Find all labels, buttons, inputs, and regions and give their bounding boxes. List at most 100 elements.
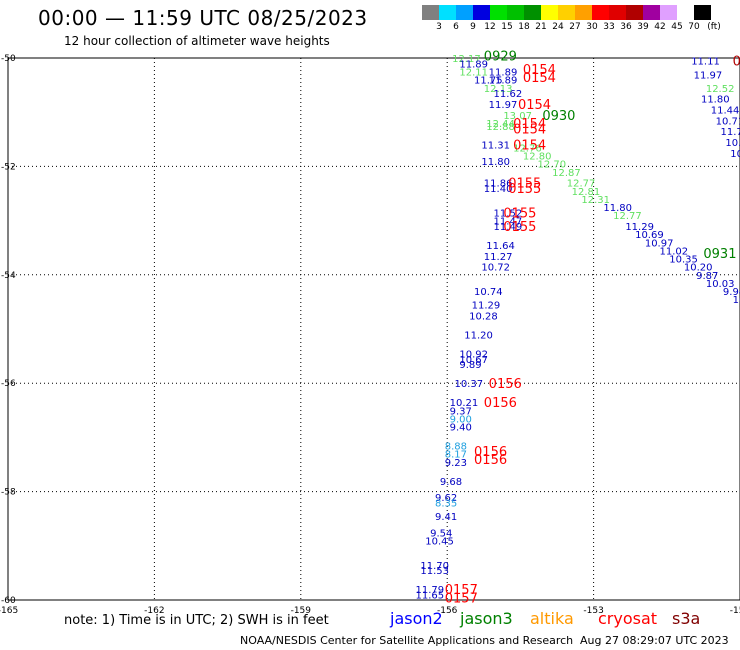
pass-time-label: 0154 (513, 117, 546, 132)
wave-height-label: 9.68 (440, 477, 462, 488)
scale-label: 30 (586, 22, 598, 32)
scale-unit: (ft) (707, 22, 721, 32)
y-tick-label: -54 (1, 271, 16, 281)
wave-height-label: 12.44 (486, 119, 515, 130)
wave-height-label: 11.47 (494, 217, 523, 228)
footer-note: note: 1) Time is in UTC; 2) SWH is in fe… (64, 613, 329, 628)
pass-time-label: 0154 (523, 63, 556, 78)
scale-swatch (660, 5, 677, 20)
pass-time-label: 0155 (503, 206, 536, 221)
wave-height-label: 11.29 (472, 301, 501, 312)
scale-label: 33 (603, 22, 615, 32)
pass-time-label: 0154 (518, 98, 551, 113)
wave-height-label: 9.87 (696, 271, 718, 282)
wave-height-label: 12.76 (513, 143, 542, 154)
y-tick-label: -58 (1, 488, 16, 498)
scale-swatch (626, 5, 643, 20)
wave-height-label: 11.29 (625, 222, 654, 233)
y-tick-label: -52 (1, 162, 16, 172)
pass-time-label: 0156 (489, 377, 522, 392)
scale-swatch (592, 5, 609, 20)
scale-label: 12 (484, 22, 496, 32)
scale-swatch (456, 5, 473, 20)
x-tick-label: -159 (291, 606, 312, 616)
wave-height-label: 11.02 (659, 246, 688, 257)
pass-time-label: 0157 (445, 583, 478, 598)
pass-time-label: 0155 (503, 220, 536, 235)
wave-height-label: 9.54 (430, 528, 452, 539)
pass-time-label: 0930 (542, 109, 575, 124)
wave-height-label: 11.52 (494, 208, 523, 219)
satellite-name: cryosat (598, 609, 658, 628)
wave-height-label: 10.45 (425, 536, 454, 547)
wave-height-label: 9.62 (435, 493, 457, 504)
scale-swatch (643, 5, 660, 20)
wave-height-label: 12.87 (552, 168, 581, 179)
wave-height-label: 11.44 (711, 105, 740, 116)
scale-label: 36 (620, 22, 632, 32)
wave-height-label: 10.20 (684, 263, 713, 274)
scale-label: 9 (470, 22, 476, 32)
pass-time-label: 0156 (474, 445, 507, 460)
wave-height-label: 12.70 (537, 160, 566, 171)
pass-time-label: 0156 (474, 453, 507, 468)
wave-height-label: 10.35 (669, 255, 698, 266)
pass-time-label: 0154 (513, 122, 546, 137)
generated-timestamp: Aug 27 08:29:07 UTC 2023 (580, 634, 729, 647)
scale-label: 39 (637, 22, 649, 32)
wave-height-label: 11.7 (720, 127, 740, 138)
wave-height-label: 11.49 (494, 222, 523, 233)
scale-swatch (677, 5, 694, 20)
wave-height-label: 8.35 (435, 498, 457, 509)
pass-time-label: 0155 (508, 182, 541, 197)
scale-label: 27 (569, 22, 581, 32)
wave-height-label: 10.21 (450, 398, 479, 409)
wave-height-label: 9.37 (450, 406, 472, 417)
x-tick-label: -150 (730, 606, 740, 616)
wave-height-label: 12.88 (486, 122, 515, 133)
x-tick-label: -156 (437, 606, 458, 616)
wave-height-label: 12.81 (572, 187, 601, 198)
wave-height-label: 11.11 (691, 57, 720, 68)
wave-height-label: 11.97 (694, 70, 723, 81)
wave-height-label: 11.64 (486, 241, 515, 252)
wave-height-label: 10.67 (459, 355, 488, 366)
wave-height-label: 8.17 (445, 450, 467, 461)
wave-height-label: 10.71 (716, 116, 740, 127)
wave-height-label: 10. (725, 138, 740, 149)
wave-height-label: 11.65 (415, 591, 444, 602)
wave-height-label: 11.80 (701, 95, 730, 106)
wave-height-label: 10.74 (474, 287, 503, 298)
wave-height-label: 11.20 (464, 330, 493, 341)
wave-height-label: 11.79 (415, 585, 444, 596)
wave-height-label: 9.94 (723, 287, 740, 298)
scale-label: 45 (671, 22, 683, 32)
scale-label: 21 (535, 22, 547, 32)
y-tick-label: -60 (1, 596, 16, 606)
x-tick-label: -162 (144, 606, 164, 616)
scale-swatch (422, 5, 439, 20)
pass-time-label: 0929 (484, 49, 517, 64)
scale-swatch (541, 5, 558, 20)
wave-height-label: 10.97 (645, 238, 674, 249)
pass-time-label: 0157 (445, 591, 478, 606)
y-tick-label: -50 (1, 54, 16, 64)
scale-label: 15 (501, 22, 513, 32)
pass-time-label: 0154 (513, 139, 546, 154)
wave-height-label: 11.53 (420, 566, 449, 577)
scale-label: 6 (453, 22, 459, 32)
scale-swatch (439, 5, 456, 20)
wave-height-label: 12.17 (452, 54, 481, 65)
wave-height-label: 9.40 (450, 423, 472, 434)
wave-height-label: 11.89 (459, 59, 488, 70)
scale-label: 42 (654, 22, 666, 32)
wave-height-label: 11.40 (484, 184, 513, 195)
scale-label: 24 (552, 22, 564, 32)
wave-height-label: 11.89 (489, 76, 518, 87)
scale-swatch (473, 5, 490, 20)
page-subtitle: 12 hour collection of altimeter wave hei… (64, 34, 330, 48)
credit-line: NOAA/NESDIS Center for Satellite Applica… (240, 634, 574, 647)
satellite-name: jason2 (390, 609, 443, 628)
x-tick-label: -153 (583, 606, 603, 616)
wave-height-label: 11.75 (474, 76, 503, 87)
